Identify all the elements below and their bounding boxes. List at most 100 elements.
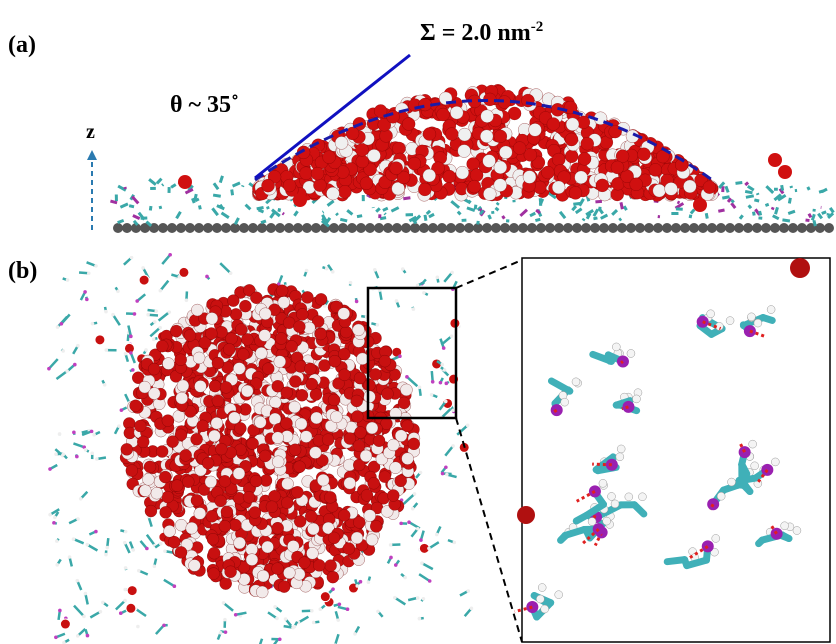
chain-atom bbox=[60, 322, 64, 326]
chain-atom bbox=[312, 621, 316, 625]
substrate-atom bbox=[365, 223, 375, 233]
water-molecule bbox=[630, 178, 643, 191]
water-molecule bbox=[400, 384, 412, 396]
chain-atom bbox=[123, 588, 127, 592]
water-molecule bbox=[156, 340, 168, 352]
chain-bond bbox=[283, 213, 284, 214]
water-molecule bbox=[320, 592, 330, 602]
water-molecule bbox=[130, 400, 142, 412]
water-molecule bbox=[483, 188, 496, 201]
substrate-atom bbox=[401, 223, 411, 233]
water-molecule bbox=[386, 110, 399, 123]
water-molecule bbox=[215, 443, 227, 455]
water-molecule bbox=[364, 510, 376, 522]
chain-atom bbox=[65, 369, 69, 373]
chain-bond bbox=[261, 221, 266, 223]
substrate-atom bbox=[491, 223, 501, 233]
chain-atom bbox=[86, 634, 90, 638]
chain-atom bbox=[144, 348, 148, 352]
water-molecule bbox=[778, 165, 792, 179]
substrate-atom bbox=[383, 223, 393, 233]
chain-atom bbox=[103, 383, 107, 387]
water-molecule bbox=[356, 353, 368, 365]
water-molecule bbox=[313, 179, 326, 192]
chain-bond bbox=[621, 202, 622, 209]
chain-atom bbox=[178, 275, 182, 279]
chain-atom bbox=[376, 323, 380, 327]
water-molecule bbox=[162, 491, 174, 503]
chain-bond bbox=[220, 176, 222, 183]
substrate-atom bbox=[446, 223, 456, 233]
hydrogen bbox=[572, 378, 580, 386]
water-molecule bbox=[445, 128, 458, 141]
substrate-atom bbox=[590, 223, 600, 233]
substrate-atom bbox=[428, 223, 438, 233]
chain-atom bbox=[95, 457, 99, 461]
substrate-atom bbox=[356, 223, 366, 233]
hydrogen bbox=[781, 522, 789, 530]
water-molecule bbox=[387, 489, 399, 501]
water-molecule bbox=[259, 308, 271, 320]
chain-bond bbox=[497, 203, 499, 205]
chain-bond bbox=[595, 201, 602, 202]
water-molecule bbox=[499, 146, 512, 159]
water-molecule bbox=[402, 453, 414, 465]
chain-atom bbox=[418, 386, 422, 390]
water-molecule bbox=[247, 438, 259, 450]
water-molecule bbox=[335, 136, 348, 149]
chain-atom bbox=[94, 530, 98, 534]
substrate-atom bbox=[536, 223, 546, 233]
water-molecule bbox=[578, 152, 591, 165]
chain-atom bbox=[76, 517, 80, 521]
chain-bond bbox=[718, 210, 724, 211]
hydrogen bbox=[627, 349, 635, 357]
substrate-atom bbox=[662, 223, 672, 233]
chain-bond bbox=[745, 191, 752, 192]
hydrogen bbox=[607, 492, 615, 500]
substrate-atom bbox=[455, 223, 465, 233]
substrate-atom bbox=[743, 223, 753, 233]
chain-atom bbox=[336, 618, 340, 622]
chain-atom bbox=[428, 579, 432, 583]
water-molecule bbox=[259, 329, 271, 341]
chain-atom bbox=[412, 307, 416, 311]
chain-atom bbox=[132, 548, 136, 552]
water-molecule bbox=[513, 142, 526, 155]
water-molecule bbox=[226, 333, 238, 345]
water-molecule bbox=[611, 161, 624, 174]
hydrogen bbox=[754, 319, 762, 327]
hydrogen bbox=[538, 584, 546, 592]
chain-bond bbox=[726, 186, 728, 192]
water-molecule bbox=[423, 128, 436, 141]
water-molecule bbox=[289, 375, 301, 387]
water-molecule bbox=[156, 446, 168, 458]
water-molecule bbox=[296, 308, 308, 320]
coverage-label: Σ = 2.0 nm-2 bbox=[420, 19, 543, 46]
water-molecule bbox=[379, 355, 391, 367]
water-molecule bbox=[272, 456, 284, 468]
substrate-atom bbox=[464, 223, 474, 233]
chain-atom bbox=[284, 617, 288, 621]
substrate-atom bbox=[113, 223, 123, 233]
water-molecule bbox=[176, 392, 188, 404]
substrate-atom bbox=[185, 223, 195, 233]
chain-atom bbox=[84, 592, 88, 596]
chain-atom bbox=[55, 563, 59, 567]
water-molecule bbox=[220, 578, 232, 590]
chain-atom bbox=[430, 393, 434, 397]
substrate-atom bbox=[230, 223, 240, 233]
chain-atom bbox=[135, 299, 139, 303]
chain-atom bbox=[405, 375, 409, 379]
chain-atom bbox=[223, 618, 227, 622]
chain-atom bbox=[101, 601, 105, 605]
chain-bond bbox=[749, 205, 751, 208]
chain-atom bbox=[185, 298, 189, 302]
water-molecule bbox=[327, 571, 339, 583]
chain-atom bbox=[353, 632, 357, 636]
water-molecule bbox=[225, 566, 237, 578]
water-molecule bbox=[419, 98, 432, 111]
substrate-atom bbox=[527, 223, 537, 233]
chain-atom bbox=[168, 253, 172, 257]
chain-atom bbox=[163, 549, 167, 553]
water-molecule bbox=[281, 497, 293, 509]
